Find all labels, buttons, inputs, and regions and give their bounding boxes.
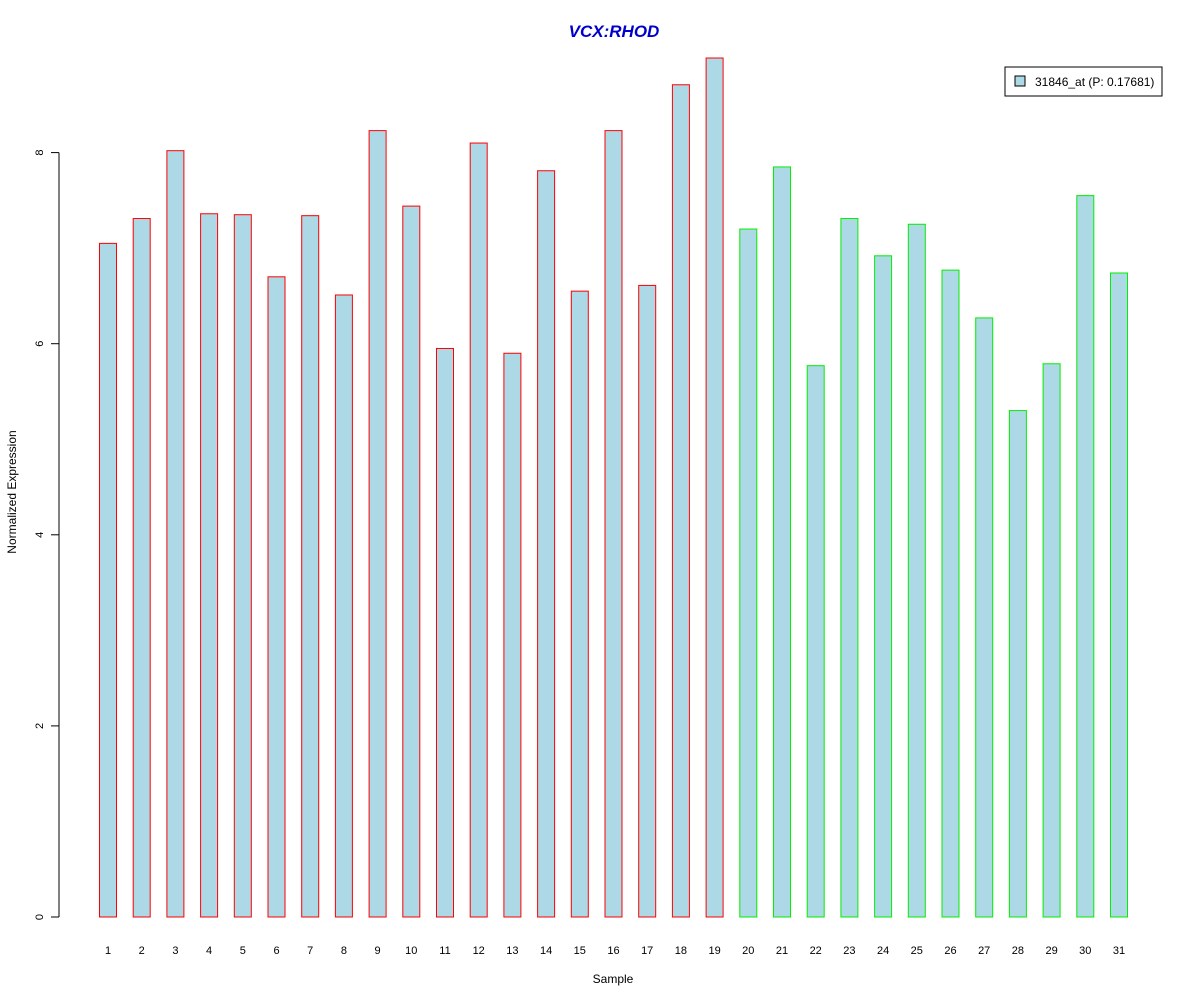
y-tick-label: 8 (34, 150, 46, 156)
y-axis: 0 2 4 6 8 (34, 150, 60, 920)
bars (99, 57, 1128, 918)
y-tick-label: 6 (34, 341, 46, 347)
bar-17 (638, 284, 657, 918)
x-tick-label: 30 (1079, 945, 1091, 957)
x-tick-label: 26 (944, 945, 956, 957)
bar-8 (334, 294, 353, 918)
bar-14 (537, 170, 556, 918)
y-tick-label: 4 (34, 532, 46, 538)
x-tick-label: 15 (574, 945, 586, 957)
x-tick-label: 3 (172, 945, 178, 957)
x-tick-label: 12 (473, 945, 485, 957)
y-tick-label: 0 (34, 914, 46, 920)
legend-box (1004, 66, 1163, 97)
x-tick-label: 2 (139, 945, 145, 957)
bar-20 (739, 228, 758, 918)
y-tick-label: 2 (34, 723, 46, 729)
bar-30 (1076, 195, 1095, 918)
bar-11 (436, 347, 454, 918)
x-tick-label: 29 (1045, 945, 1057, 957)
bar-21 (773, 166, 791, 918)
bar-16 (604, 130, 623, 918)
bar-26 (941, 269, 960, 918)
x-tick-label: 23 (843, 945, 855, 957)
x-tick-label: 21 (776, 945, 788, 957)
chart-title: VCX:RHOD (569, 22, 660, 41)
bar-9 (368, 130, 387, 918)
x-tick-label: 10 (405, 945, 417, 957)
legend: 31846_at (P: 0.17681) (1004, 66, 1163, 97)
bar-25 (907, 223, 926, 918)
bar-29 (1042, 363, 1061, 918)
x-tick-label: 1 (105, 945, 111, 957)
x-axis-labels: 1 2 3 4 5 6 7 8 9 10 11 12 13 14 15 16 17 18 19 20 21 22 23 24 2… (105, 945, 1125, 957)
x-tick-label: 4 (206, 945, 212, 957)
bar-28 (1008, 410, 1027, 918)
x-tick-label: 11 (439, 945, 450, 957)
x-tick-label: 5 (240, 945, 246, 957)
bar-13 (503, 352, 522, 918)
bar-10 (402, 205, 421, 918)
bar-27 (975, 317, 994, 918)
bar-6 (267, 276, 286, 918)
legend-swatch (1014, 75, 1026, 87)
x-tick-label: 9 (375, 945, 381, 957)
x-tick-label: 18 (675, 945, 687, 957)
bar-24 (874, 255, 893, 918)
bar-4 (200, 213, 219, 918)
x-tick-label: 8 (341, 945, 347, 957)
x-tick-label: 17 (641, 945, 653, 957)
legend-label: 31846_at (P: 0.17681) (1035, 75, 1154, 89)
x-tick-label: 20 (742, 945, 754, 957)
x-tick-label: 14 (540, 945, 552, 957)
x-tick-label: 25 (911, 945, 923, 957)
bar-19 (705, 57, 724, 918)
bar-31 (1110, 272, 1128, 918)
x-tick-label: 16 (607, 945, 619, 957)
bar-12 (469, 142, 488, 918)
bar-22 (806, 365, 825, 918)
bar-5 (233, 214, 252, 918)
x-tick-label: 13 (506, 945, 518, 957)
x-tick-label: 31 (1113, 945, 1125, 957)
bar-3 (166, 150, 185, 918)
x-tick-label: 28 (1012, 945, 1024, 957)
bar-2 (132, 218, 151, 918)
bar-15 (570, 290, 589, 918)
bar-1 (99, 242, 117, 918)
y-axis-label: Normalized Expression (5, 430, 19, 553)
bar-7 (301, 215, 320, 918)
x-tick-label: 27 (978, 945, 990, 957)
bar-18 (671, 84, 690, 918)
x-tick-label: 6 (273, 945, 279, 957)
x-tick-label: 19 (708, 945, 720, 957)
x-tick-label: 22 (810, 945, 822, 957)
x-tick-label: 24 (877, 945, 889, 957)
bar-23 (840, 218, 859, 918)
x-axis-label: Sample (593, 972, 634, 986)
x-tick-label: 7 (307, 945, 313, 957)
